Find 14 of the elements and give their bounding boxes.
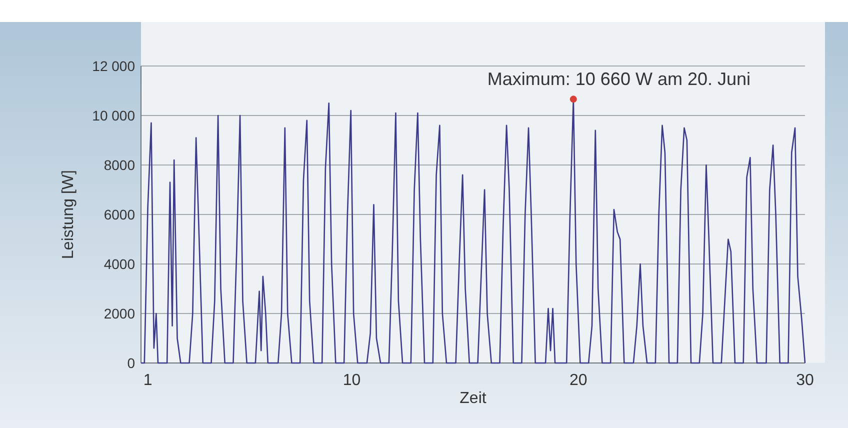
x-tick-label: 1 bbox=[143, 372, 152, 389]
y-tick-label: 10 000 bbox=[92, 107, 136, 124]
x-tick-label: 10 bbox=[342, 372, 361, 389]
annotation: Maximum: 10 660 W am 20. Juni bbox=[487, 69, 751, 90]
y-tick-label: 0 bbox=[127, 354, 136, 371]
y-tick-label: 8000 bbox=[104, 156, 136, 173]
y-tick-label: 12 000 bbox=[92, 58, 136, 74]
y-axis-title: Leistung [W] bbox=[60, 170, 77, 259]
x-axis-title: Zeit bbox=[460, 390, 487, 407]
y-tick-label: 6000 bbox=[104, 206, 136, 222]
y-tick-label: 4000 bbox=[104, 256, 136, 272]
y-tick-label: 2000 bbox=[104, 305, 136, 322]
x-tick-label: 30 bbox=[796, 372, 814, 389]
x-tick-label: 20 bbox=[569, 372, 588, 389]
